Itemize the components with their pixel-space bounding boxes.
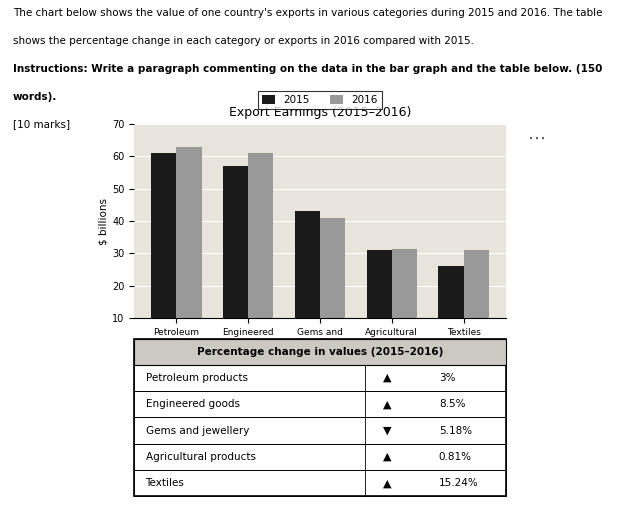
Bar bbox=[151, 153, 177, 351]
Text: 3%: 3% bbox=[439, 373, 455, 383]
Y-axis label: $ billions: $ billions bbox=[98, 197, 108, 245]
Text: Percentage change in values (2015–2016): Percentage change in values (2015–2016) bbox=[197, 347, 443, 357]
Text: [10 marks]: [10 marks] bbox=[13, 119, 70, 129]
X-axis label: Product Category: Product Category bbox=[266, 354, 374, 364]
Bar bbox=[248, 153, 273, 351]
Bar bbox=[177, 147, 202, 351]
Bar bbox=[223, 166, 248, 351]
Text: 5.18%: 5.18% bbox=[439, 425, 472, 436]
Text: ▲: ▲ bbox=[383, 373, 392, 383]
Text: 8.5%: 8.5% bbox=[439, 399, 465, 409]
Text: 15.24%: 15.24% bbox=[439, 478, 479, 488]
Text: Instructions: Write a paragraph commenting on the data in the bar graph and the : Instructions: Write a paragraph commenti… bbox=[13, 64, 602, 73]
Bar bbox=[367, 250, 392, 351]
Text: ⋯: ⋯ bbox=[528, 130, 546, 148]
Text: Petroleum products: Petroleum products bbox=[145, 373, 248, 383]
Text: words).: words). bbox=[13, 92, 57, 101]
Text: Engineered goods: Engineered goods bbox=[145, 399, 239, 409]
Text: Textiles: Textiles bbox=[145, 478, 184, 488]
Text: ▲: ▲ bbox=[383, 399, 392, 409]
Text: ▲: ▲ bbox=[383, 478, 392, 488]
Bar bbox=[320, 218, 345, 351]
Bar bbox=[438, 266, 463, 351]
Legend: 2015, 2016: 2015, 2016 bbox=[258, 90, 382, 109]
Text: 0.81%: 0.81% bbox=[439, 452, 472, 462]
Title: Export Earnings (2015–2016): Export Earnings (2015–2016) bbox=[229, 106, 411, 119]
Text: Agricultural products: Agricultural products bbox=[145, 452, 255, 462]
Text: ▼: ▼ bbox=[383, 425, 392, 436]
Bar bbox=[392, 249, 417, 351]
Bar bbox=[463, 250, 489, 351]
Text: shows the percentage change in each category or exports in 2016 compared with 20: shows the percentage change in each cate… bbox=[13, 36, 474, 45]
Text: The chart below shows the value of one country's exports in various categories d: The chart below shows the value of one c… bbox=[13, 8, 602, 18]
Text: Gems and jewellery: Gems and jewellery bbox=[145, 425, 249, 436]
Bar bbox=[295, 211, 320, 351]
Text: ▲: ▲ bbox=[383, 452, 392, 462]
